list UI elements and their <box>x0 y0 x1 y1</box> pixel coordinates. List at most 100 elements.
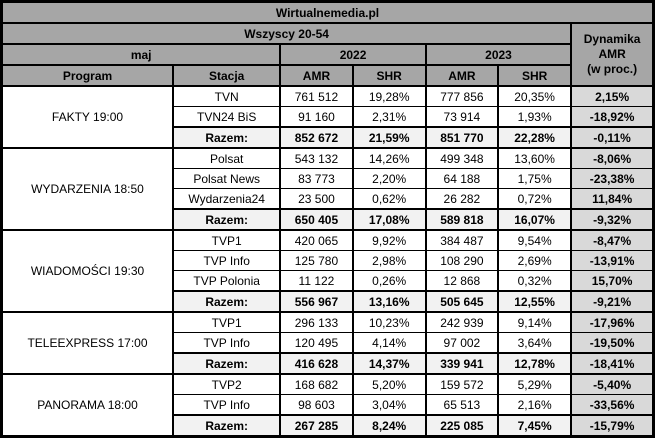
total-dynamics-cell: -18,41% <box>570 352 655 375</box>
shr-2023-cell: 20,35% <box>496 85 573 107</box>
total-label-cell: Razem: <box>172 352 282 375</box>
total-shr-2023-cell: 22,28% <box>496 126 573 149</box>
program-cell: FAKTY 19:00 <box>0 85 175 149</box>
total-amr-2022-cell: 267 285 <box>279 414 354 438</box>
source-title: Wirtualnemedia.pl <box>0 0 655 24</box>
total-dynamics-cell: -9,32% <box>570 208 655 231</box>
dynamics-column-header: Dynamika AMR (w proc.) <box>570 22 655 87</box>
total-amr-2022-cell: 416 628 <box>279 352 354 375</box>
dynamics-cell: -5,40% <box>570 373 655 395</box>
amr-2023-cell: 97 002 <box>424 332 500 354</box>
target-group-label: Wszyscy 20-54 <box>0 22 573 45</box>
amr-2022-cell: 120 495 <box>279 332 354 354</box>
station-row: TVP Info 120 495 4,14% 97 002 3,64% -19,50% <box>2 332 655 354</box>
shr-2022-cell: 10,23% <box>351 311 427 333</box>
shr-2022-cell: 2,20% <box>351 168 427 189</box>
station-cell: Polsat News <box>172 168 282 189</box>
total-dynamics-cell: -9,21% <box>570 290 655 313</box>
shr-2022-column-header: SHR <box>351 64 427 87</box>
amr-2023-cell: 159 572 <box>424 373 500 395</box>
station-cell: TVP Polonia <box>172 270 282 292</box>
program-cell: WIADOMOŚCI 19:30 <box>0 229 175 313</box>
amr-2022-cell: 23 500 <box>279 188 354 210</box>
amr-2023-cell: 777 856 <box>424 85 500 107</box>
shr-2023-cell: 1,93% <box>496 106 573 128</box>
total-dynamics-cell: -15,79% <box>570 414 655 438</box>
station-cell: TVN <box>172 85 282 107</box>
amr-2022-cell: 420 065 <box>279 229 354 251</box>
total-label-cell: Razem: <box>172 208 282 231</box>
amr-2022-cell: 98 603 <box>279 394 354 416</box>
station-row: WIADOMOŚCI 19:30 TVP1 420 065 9,92% 384 487 9… <box>0 229 655 313</box>
shr-2023-column-header: SHR <box>496 64 573 87</box>
shr-2022-cell: 5,20% <box>351 373 427 395</box>
year-2022-label: 2022 <box>279 43 427 66</box>
total-amr-2023-cell: 505 645 <box>424 290 500 313</box>
amr-2022-cell: 11 122 <box>279 270 354 292</box>
shr-2022-cell: 14,26% <box>351 147 427 169</box>
total-amr-2023-cell: 851 770 <box>424 126 500 149</box>
total-row: Razem: 556 967 13,16% 505 645 12,55% -9,21% <box>2 290 655 313</box>
station-row: TVP Polonia 11 122 0,26% 12 868 0,32% 15,70% <box>2 270 655 292</box>
station-cell: TVP1 <box>172 311 282 333</box>
shr-2023-cell: 9,14% <box>496 311 573 333</box>
total-shr-2022-cell: 13,16% <box>351 290 427 313</box>
dynamics-cell: -23,38% <box>570 168 655 189</box>
total-amr-2023-cell: 225 085 <box>424 414 500 438</box>
dynamics-cell: -8,06% <box>570 147 655 169</box>
amr-2022-cell: 125 780 <box>279 250 354 271</box>
amr-2023-cell: 242 939 <box>424 311 500 333</box>
shr-2022-cell: 3,04% <box>351 394 427 416</box>
amr-2022-cell: 83 773 <box>279 168 354 189</box>
shr-2022-cell: 2,31% <box>351 106 427 128</box>
station-cell: TVP2 <box>172 373 282 395</box>
shr-2023-cell: 2,16% <box>496 394 573 416</box>
total-amr-2022-cell: 650 405 <box>279 208 354 231</box>
total-shr-2023-cell: 7,45% <box>496 414 573 438</box>
dynamics-cell: -18,92% <box>570 106 655 128</box>
program-cell: WYDARZENIA 18:50 <box>0 147 175 231</box>
station-column-header: Stacja <box>172 64 282 87</box>
station-cell: TVP Info <box>172 332 282 354</box>
total-amr-2023-cell: 339 941 <box>424 352 500 375</box>
amr-2023-cell: 65 513 <box>424 394 500 416</box>
shr-2023-cell: 5,29% <box>496 373 573 395</box>
dynamics-cell: -17,96% <box>570 311 655 333</box>
total-row: Razem: 650 405 17,08% 589 818 16,07% -9,32% <box>2 208 655 231</box>
station-cell: TVP Info <box>172 250 282 271</box>
station-cell: Polsat <box>172 147 282 169</box>
shr-2023-cell: 9,54% <box>496 229 573 251</box>
dynamics-cell: 15,70% <box>570 270 655 292</box>
amr-2022-cell: 543 132 <box>279 147 354 169</box>
station-cell: TVN24 BiS <box>172 106 282 128</box>
shr-2023-cell: 2,69% <box>496 250 573 271</box>
shr-2022-cell: 0,26% <box>351 270 427 292</box>
total-amr-2022-cell: 852 672 <box>279 126 354 149</box>
month-label: maj <box>0 43 282 66</box>
shr-2022-cell: 4,14% <box>351 332 427 354</box>
total-shr-2022-cell: 14,37% <box>351 352 427 375</box>
amr-2023-cell: 384 487 <box>424 229 500 251</box>
amr-2023-cell: 73 914 <box>424 106 500 128</box>
period-row: maj 2022 2023 <box>0 43 654 66</box>
total-label-cell: Razem: <box>172 414 282 438</box>
station-row: FAKTY 19:00 TVN 761 512 19,28% 777 856 20,35%… <box>0 85 655 149</box>
amr-2022-cell: 91 160 <box>279 106 354 128</box>
total-dynamics-cell: -0,11% <box>570 126 655 149</box>
amr-2023-column-header: AMR <box>424 64 500 87</box>
total-shr-2023-cell: 16,07% <box>496 208 573 231</box>
shr-2022-cell: 9,92% <box>351 229 427 251</box>
dynamics-cell: 11,84% <box>570 188 655 210</box>
station-row: TVN24 BiS 91 160 2,31% 73 914 1,93% -18,92% <box>2 106 655 128</box>
column-header-row: Program Stacja AMR SHR AMR SHR <box>0 64 654 87</box>
total-row: Razem: 416 628 14,37% 339 941 12,78% -18,41% <box>2 352 655 375</box>
amr-2022-cell: 761 512 <box>279 85 354 107</box>
total-shr-2022-cell: 17,08% <box>351 208 427 231</box>
amr-2023-cell: 108 290 <box>424 250 500 271</box>
station-row: WYDARZENIA 18:50 Polsat 543 132 14,26% 499 3… <box>0 147 655 231</box>
station-row: TELEEXPRESS 17:00 TVP1 296 133 10,23% 242 93… <box>0 311 655 375</box>
station-row: Polsat News 83 773 2,20% 64 188 1,75% -23,38% <box>2 168 655 189</box>
dynamics-cell: 2,15% <box>570 85 655 107</box>
station-row: Wydarzenia24 23 500 0,62% 26 282 0,72% 11,84% <box>2 188 655 210</box>
